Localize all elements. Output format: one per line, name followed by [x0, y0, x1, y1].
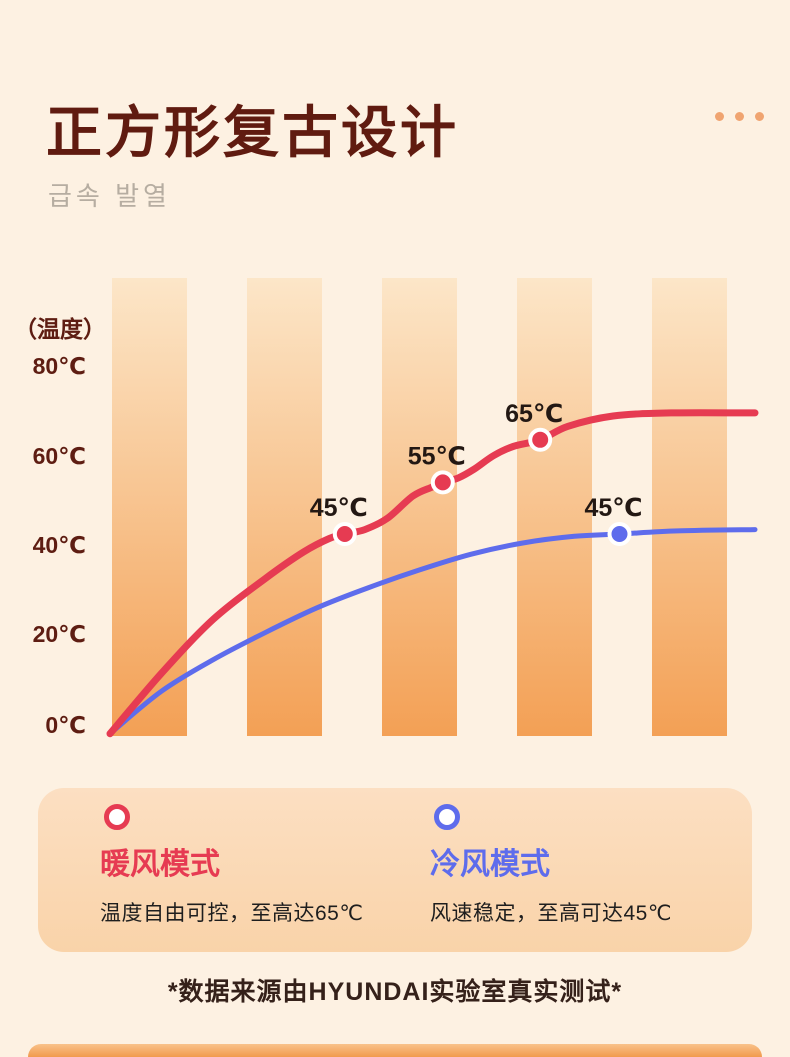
warm-mode-ring-icon — [104, 804, 130, 830]
legend-name: 暖风模式 — [100, 848, 220, 881]
page-title: 正方形复古设计 — [46, 101, 459, 164]
dot-icon — [715, 112, 724, 121]
background-bar — [382, 278, 457, 736]
background-bar — [247, 278, 322, 736]
y-axis-label: （温度） — [14, 316, 106, 342]
data-point-marker — [607, 522, 632, 546]
legend-item-cool-mode: 冷风模式 风速稳定，至高可达45℃ — [430, 804, 672, 927]
background-bar — [652, 278, 727, 736]
dot-icon — [735, 112, 744, 121]
menu-dots-icon — [715, 112, 764, 121]
cool-mode-ring-icon — [434, 804, 460, 830]
y-tick: 60℃ — [32, 443, 86, 469]
y-tick: 0℃ — [45, 712, 86, 738]
data-point-marker — [430, 470, 455, 495]
data-point-label: 65℃ — [505, 400, 563, 428]
y-tick: 40℃ — [32, 532, 86, 558]
legend-name: 冷风模式 — [430, 848, 550, 881]
background-bar — [517, 278, 592, 736]
legend-item-warm-mode: 暖风模式 温度自由可控，至高达65℃ — [100, 804, 363, 927]
dot-icon — [755, 112, 764, 121]
data-point-label: 45℃ — [584, 494, 642, 522]
data-point-label: 55℃ — [408, 442, 466, 470]
footer-note: *数据来源由HYUNDAI实验室真实测试* — [167, 978, 623, 1006]
data-point-marker — [528, 427, 553, 452]
chart-canvas: 45℃ 45℃ 55℃ 65℃ — [106, 278, 759, 738]
legend-card: 暖风模式 温度自由可控，至高达65℃ 冷风模式 风速稳定，至高可达45℃ — [38, 788, 752, 952]
y-tick: 20℃ — [32, 621, 86, 647]
data-point-marker — [332, 522, 357, 546]
page-subtitle: 급속 발열 — [48, 181, 171, 211]
data-point-label: 45℃ — [310, 494, 368, 522]
y-tick: 80℃ — [32, 353, 86, 379]
background-bar — [112, 278, 187, 736]
legend-desc: 风速稳定，至高可达45℃ — [430, 902, 672, 925]
next-section-edge — [28, 1044, 762, 1057]
y-axis-ticks: 80℃ 60℃ 40℃ 20℃ 0℃ — [10, 0, 86, 1057]
legend-desc: 温度自由可控，至高达65℃ — [100, 902, 364, 925]
temperature-chart: 45℃ 45℃ 55℃ 65℃ — [0, 270, 790, 750]
